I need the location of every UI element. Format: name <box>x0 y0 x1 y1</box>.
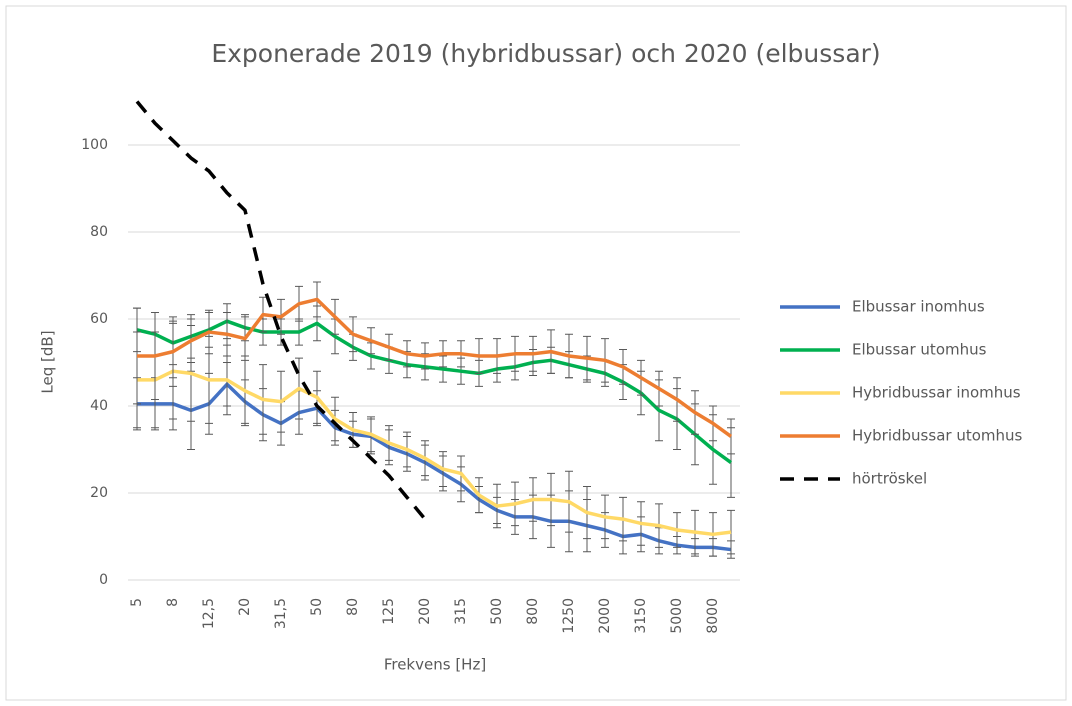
x-tick-label: 8 <box>165 598 181 607</box>
legend-label: Elbussar utomhus <box>852 341 987 359</box>
x-tick-label: 8000 <box>705 598 721 634</box>
x-tick-label: 315 <box>453 598 469 625</box>
x-tick-label: 1250 <box>561 598 577 634</box>
y-tick-label: 60 <box>90 311 108 327</box>
x-tick-label: 12,5 <box>201 598 217 629</box>
series-line <box>137 382 732 552</box>
series-line <box>137 297 733 438</box>
legend-label: Hybridbussar utomhus <box>852 427 1023 445</box>
legend-label: Elbussar inomhus <box>852 298 985 316</box>
series-line <box>136 319 733 464</box>
x-tick-label: 31,5 <box>273 598 289 629</box>
legend-label: hörtröskel <box>852 470 927 488</box>
legend-label: Hybridbussar inomhus <box>852 384 1021 402</box>
y-tick-label: 0 <box>99 572 108 588</box>
x-tick-label: 125 <box>381 598 397 625</box>
x-tick-label: 5 <box>129 598 145 607</box>
x-tick-label: 2000 <box>597 598 613 634</box>
series-line <box>137 369 732 537</box>
x-tick-label: 3150 <box>633 598 649 634</box>
x-tick-label: 500 <box>489 598 505 625</box>
y-tick-label: 40 <box>90 398 108 414</box>
y-tick-label: 20 <box>90 485 108 501</box>
y-tick-label: 100 <box>81 137 108 153</box>
y-tick-label: 80 <box>90 224 108 240</box>
x-tick-label: 5000 <box>669 598 685 634</box>
x-axis-label: Frekvens [Hz] <box>384 656 486 674</box>
x-tick-label: 50 <box>309 598 325 616</box>
x-tick-label: 80 <box>345 598 361 616</box>
x-tick-label: 20 <box>237 598 253 616</box>
y-axis-label: Leq [dB] <box>39 330 57 393</box>
x-tick-label: 800 <box>525 598 541 625</box>
x-tick-label: 200 <box>417 598 433 625</box>
chart-title: Exponerade 2019 (hybridbussar) och 2020 … <box>211 39 880 68</box>
